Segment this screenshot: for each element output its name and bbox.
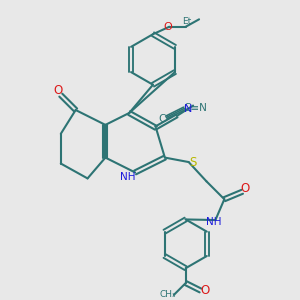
Text: C≡N: C≡N [183, 103, 207, 112]
Text: NH: NH [120, 172, 135, 182]
Text: C: C [159, 114, 166, 124]
Text: N: N [184, 103, 192, 113]
Text: O: O [164, 22, 172, 32]
Text: S: S [189, 156, 197, 169]
Text: NH: NH [206, 217, 222, 226]
Text: Et: Et [182, 17, 192, 26]
Text: O: O [241, 182, 250, 195]
Text: CH₃: CH₃ [160, 290, 176, 299]
Text: O: O [53, 84, 62, 97]
Text: O: O [200, 284, 210, 297]
